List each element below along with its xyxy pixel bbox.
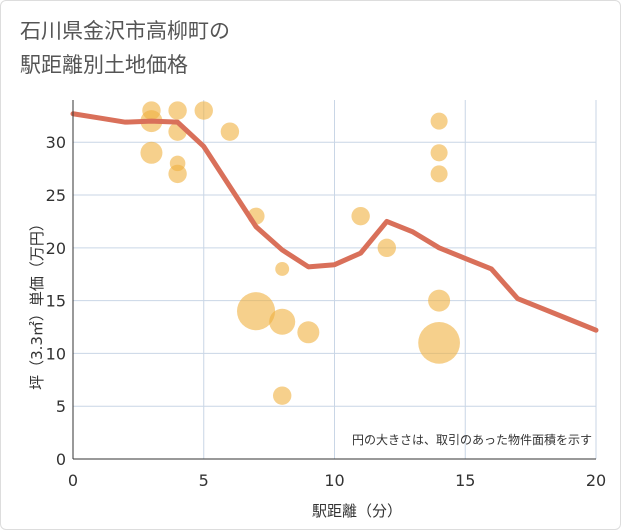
bubble-series	[140, 101, 460, 405]
y-tick-label: 20	[46, 239, 66, 258]
x-axis-label: 駅距離（分）	[312, 502, 402, 520]
bubble-size-note: 円の大きさは、取引のあった物件面積を示す	[352, 432, 592, 447]
average-price-line	[70, 111, 599, 333]
bubble	[168, 164, 187, 184]
bubble	[418, 321, 460, 364]
axes: 0 5 10 15 20 0 5 10 15 20 25 30	[46, 100, 606, 490]
y-tick-label: 10	[46, 344, 66, 363]
bubble	[140, 141, 163, 164]
bubble	[275, 261, 290, 276]
x-tick-label: 0	[68, 471, 78, 490]
bubble	[194, 101, 213, 120]
x-tick-label: 5	[199, 471, 209, 490]
grid-lines	[73, 100, 597, 459]
bubble	[220, 122, 240, 141]
y-tick-label: 5	[56, 397, 66, 416]
bubble	[430, 165, 448, 183]
y-axis-label: 坪（3.3㎡）単価（万円）	[28, 216, 46, 390]
average-line-group	[70, 111, 599, 333]
chart-title: 石川県金沢市高柳町の 駅距離別土地価格	[20, 14, 230, 82]
y-tick-label: 0	[56, 450, 66, 469]
y-tick-label: 15	[46, 292, 66, 311]
bubble	[269, 308, 296, 335]
x-tick-label: 10	[324, 471, 344, 490]
x-tick-label: 15	[455, 471, 475, 490]
bubble	[430, 112, 448, 130]
bubble	[297, 321, 320, 344]
bubble	[351, 206, 370, 226]
chart-title-line2: 駅距離別土地価格	[20, 53, 188, 77]
y-tick-label: 25	[46, 186, 66, 205]
bubble	[428, 289, 451, 312]
y-tick-label: 30	[46, 133, 66, 152]
bubble	[236, 292, 276, 331]
bubble	[377, 238, 397, 258]
bubble	[168, 101, 187, 120]
x-tick-label: 20	[586, 471, 606, 490]
chart-title-line1: 石川県金沢市高柳町の	[20, 19, 230, 43]
bubble	[430, 144, 448, 162]
bubble	[272, 386, 292, 405]
